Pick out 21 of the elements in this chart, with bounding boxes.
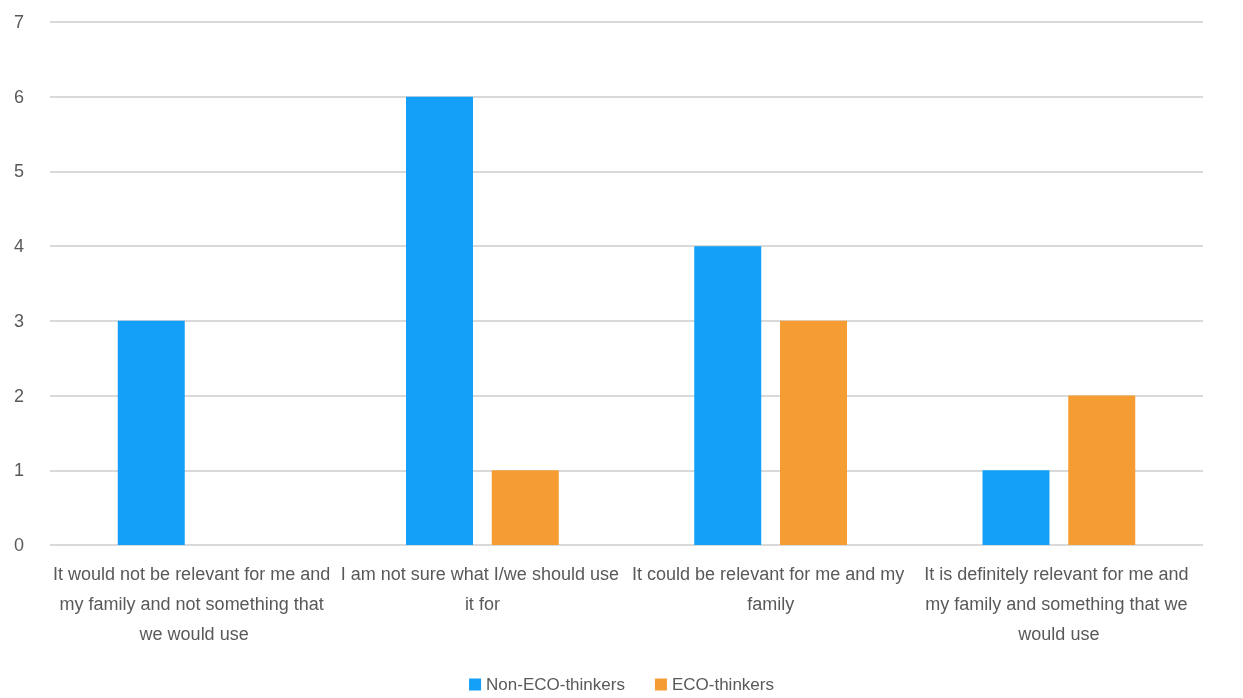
y-tick-label: 2: [13, 385, 24, 406]
y-tick-label: 4: [13, 236, 24, 257]
legend-label: ECO-thinkers: [671, 675, 774, 694]
x-tick-label: It is definitely relevant for me and my family and something that we would use: [924, 564, 1194, 644]
bar: [1068, 395, 1136, 545]
x-tick-label: I am not sure what I/we should use it for: [340, 564, 624, 614]
bar: [694, 246, 762, 545]
y-tick-label: 6: [13, 86, 24, 107]
bar: [491, 470, 559, 545]
bar: [117, 320, 185, 545]
legend-label: Non-ECO-thinkers: [486, 675, 625, 694]
y-tick-label: 1: [13, 460, 24, 481]
bar: [780, 320, 848, 545]
bar: [982, 470, 1050, 545]
x-tick-label: It could be relevant for me and my family: [632, 564, 910, 614]
y-tick-label: 0: [13, 535, 24, 555]
y-tick-label: 3: [13, 310, 24, 331]
bar: [406, 96, 473, 545]
y-tick-label: 7: [13, 12, 24, 32]
y-tick-label: 5: [13, 161, 24, 182]
x-tick-label: It would not be relevant for me and my family and not something that we would use: [53, 564, 336, 644]
